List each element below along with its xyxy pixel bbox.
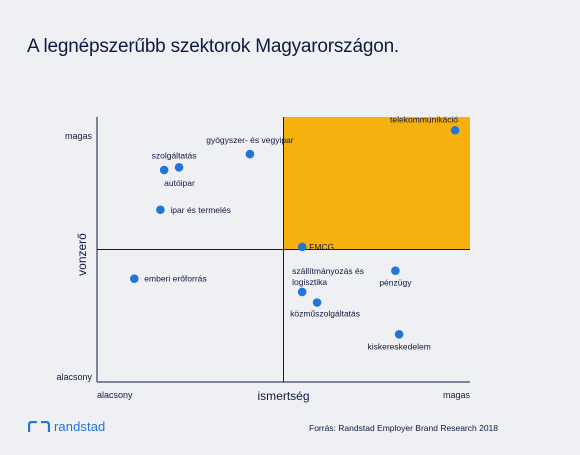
data-point	[174, 163, 184, 172]
data-point	[159, 165, 169, 175]
data-point	[391, 266, 400, 276]
x-axis-label: ismertség	[257, 389, 309, 403]
y-tick-label-low: alacsony	[56, 372, 92, 382]
data-point	[130, 274, 139, 283]
data-point	[450, 125, 460, 135]
data-label: ipar és termelés	[170, 205, 230, 215]
data-label: FMCG	[309, 242, 334, 252]
x-tick-label-high: magas	[443, 390, 471, 400]
data-label: gyógyszer- és vegyipar	[206, 135, 294, 145]
data-point	[297, 287, 307, 297]
data-label: pénzügy	[379, 278, 412, 288]
y-tick-label-high: magas	[65, 131, 93, 141]
data-point	[297, 242, 307, 252]
data-point	[156, 205, 165, 215]
y-axis-label: vonzerő	[75, 233, 89, 276]
data-point	[312, 298, 322, 307]
randstad-logo-icon	[28, 420, 50, 432]
data-label: autóipar	[164, 178, 195, 188]
source-note: Forrás: Randstad Employer Brand Research…	[309, 423, 498, 433]
randstad-logo: randstad	[28, 419, 105, 434]
chart-title: A legnépszerűbb szektorok Magyarországon…	[27, 36, 400, 57]
data-label: kiskereskedelem	[367, 341, 430, 351]
x-tick-label-low: alacsony	[97, 390, 133, 400]
data-label: szolgáltatás	[152, 150, 197, 160]
data-label: szállítmányozás és logisztika	[292, 266, 364, 287]
brand-name: randstad	[54, 419, 106, 434]
data-label: telekommunikáció	[390, 114, 458, 124]
data-point	[394, 330, 404, 339]
data-label: közműszolgáltatás	[290, 309, 360, 319]
highlighted-quadrant	[283, 117, 470, 250]
data-points: telekommunikáció gyógyszer- és vegyipar sz…	[130, 114, 460, 351]
data-point	[245, 149, 255, 159]
data-label: emberi erőforrás	[144, 274, 206, 284]
